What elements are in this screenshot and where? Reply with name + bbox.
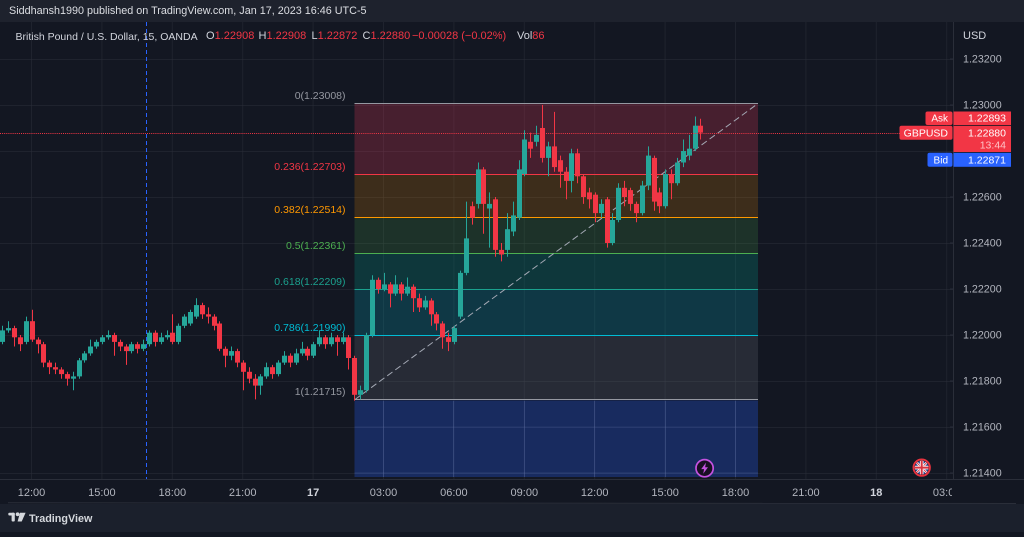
svg-text:0.786(1.21990): 0.786(1.21990) bbox=[274, 322, 345, 334]
svg-text:1.22600: 1.22600 bbox=[963, 192, 1002, 204]
svg-text:18: 18 bbox=[870, 487, 882, 499]
svg-text:18:00: 18:00 bbox=[722, 487, 750, 499]
svg-text:0.618(1.22209): 0.618(1.22209) bbox=[274, 276, 345, 288]
svg-text:Bid: Bid bbox=[934, 155, 948, 166]
svg-text:1(1.21715): 1(1.21715) bbox=[295, 386, 346, 398]
svg-text:03:00: 03:00 bbox=[933, 487, 961, 499]
svg-text:09:00: 09:00 bbox=[511, 487, 539, 499]
svg-text:GBPUSD: GBPUSD bbox=[904, 127, 949, 139]
svg-text:21:00: 21:00 bbox=[229, 487, 257, 499]
svg-text:0(1.23008): 0(1.23008) bbox=[295, 90, 346, 102]
svg-text:USD: USD bbox=[963, 30, 986, 42]
svg-text:12:00: 12:00 bbox=[581, 487, 609, 499]
svg-text:1.22400: 1.22400 bbox=[963, 238, 1002, 250]
svg-text:0.382(1.22514): 0.382(1.22514) bbox=[274, 204, 345, 216]
svg-text:18:00: 18:00 bbox=[159, 487, 187, 499]
svg-text:1.21400: 1.21400 bbox=[963, 468, 1002, 480]
svg-text:1.22871: 1.22871 bbox=[968, 154, 1006, 166]
svg-text:12:00: 12:00 bbox=[18, 487, 46, 499]
svg-text:1.22880: 1.22880 bbox=[968, 127, 1006, 139]
svg-text:17: 17 bbox=[307, 487, 319, 499]
svg-text:Ask: Ask bbox=[931, 114, 949, 125]
svg-text:1.22000: 1.22000 bbox=[963, 330, 1002, 342]
svg-text:13:44: 13:44 bbox=[980, 140, 1006, 152]
svg-text:06:00: 06:00 bbox=[440, 487, 468, 499]
svg-text:TradingView: TradingView bbox=[29, 513, 93, 525]
svg-text:1.23000: 1.23000 bbox=[963, 100, 1002, 112]
svg-text:1.22200: 1.22200 bbox=[963, 284, 1002, 296]
svg-text:1.22893: 1.22893 bbox=[968, 113, 1006, 125]
svg-text:1.21600: 1.21600 bbox=[963, 422, 1002, 434]
svg-text:0.236(1.22703): 0.236(1.22703) bbox=[274, 161, 345, 173]
svg-text:21:00: 21:00 bbox=[792, 487, 820, 499]
svg-text:0.5(1.22361): 0.5(1.22361) bbox=[286, 240, 346, 252]
svg-text:15:00: 15:00 bbox=[88, 487, 116, 499]
svg-text:15:00: 15:00 bbox=[651, 487, 679, 499]
svg-text:1.21800: 1.21800 bbox=[963, 376, 1002, 388]
svg-text:1.23200: 1.23200 bbox=[963, 54, 1002, 66]
svg-text:03:00: 03:00 bbox=[370, 487, 398, 499]
